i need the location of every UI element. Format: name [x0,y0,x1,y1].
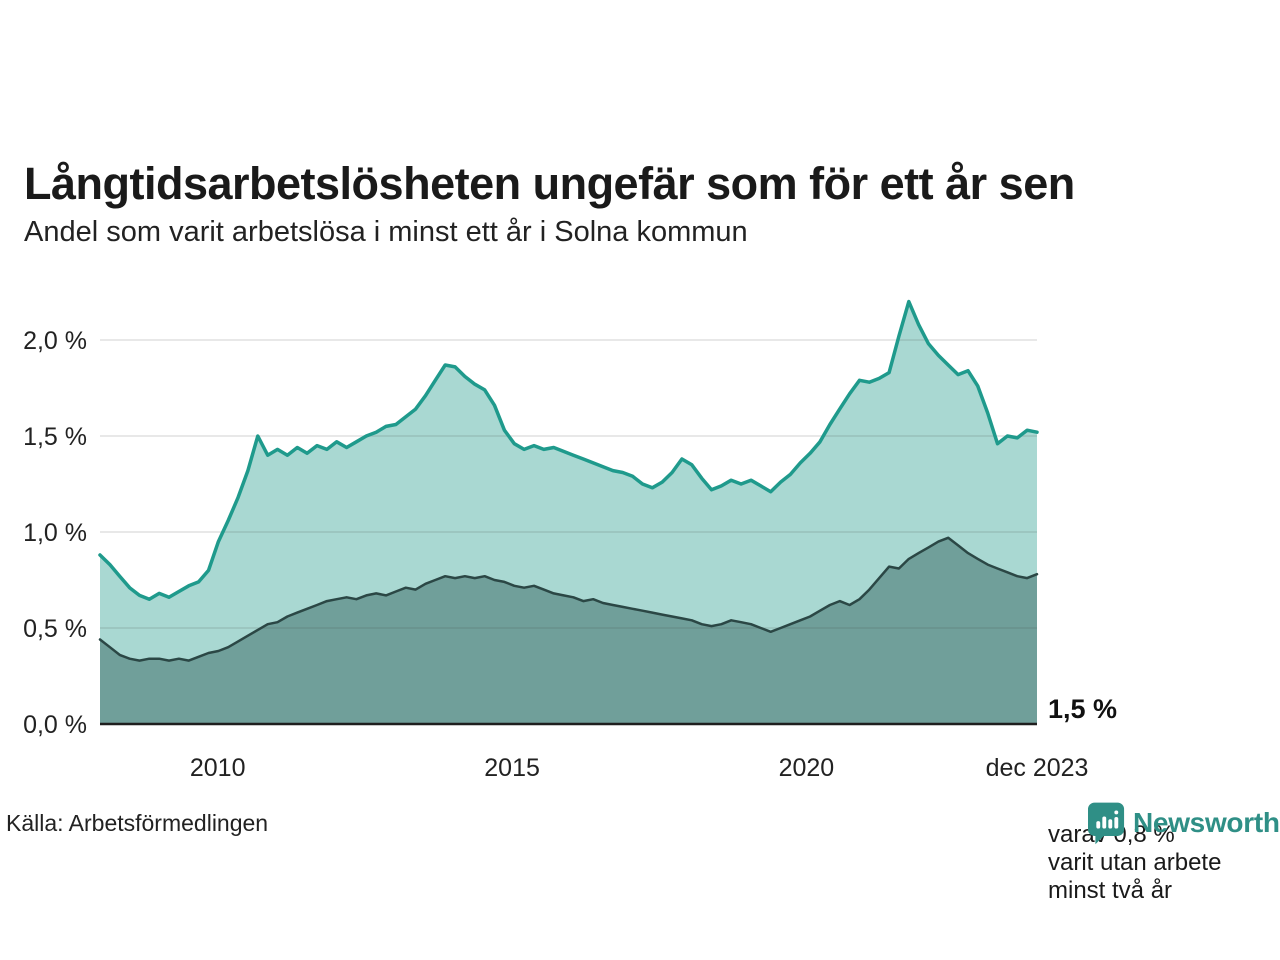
area-chart: 2,0 % 1,5 % 1,0 % 0,5 % 0,0 % 2010 2015 2020 dec… [0,280,1280,904]
line-minst-ett-ar [98,299,1039,601]
area-minst-tva-ar [100,537,1037,724]
page-title: Långtidsarbetslösheten ungefär som för e… [24,158,1075,210]
bar [1102,816,1107,829]
series-note-line: minst två år [1048,877,1173,904]
brand-name: Newsworthy [1133,807,1280,838]
y-tick-label: 0,0 % [23,711,87,739]
y-tick-label: 1,0 % [23,519,87,547]
source-caption: Källa: Arbetsförmedlingen [6,810,269,836]
exclamation-dot [1114,810,1119,815]
x-tick-label: 2015 [484,754,540,782]
bar [1108,819,1113,829]
series-note: varav 0,8 % varit utan arbete minst två … [1048,821,1221,905]
x-tick-label: dec 2023 [986,754,1089,782]
y-tick-label: 2,0 % [23,327,87,355]
chart-canvas: 2,0 % 1,5 % 1,0 % 0,5 % 0,0 % 2010 2015 2020 dec… [23,299,1089,782]
newsworthy-bubble-chart-icon [1088,802,1125,845]
chart-subtitle: Andel som varit arbetslösa i minst ett å… [24,216,748,248]
line-minst-tva-ar [98,536,1039,662]
y-tick-label: 1,5 % [23,423,87,451]
series-note-line: varit utan arbete [1048,849,1222,876]
x-tick-label: 2010 [190,754,246,782]
bar [1096,821,1101,829]
end-value-label: 1,5 % [1048,694,1118,724]
newsworthy-logo: Newsworthy [1088,800,1280,846]
y-tick-label: 0,5 % [23,615,87,643]
x-tick-label: 2020 [779,754,835,782]
exclamation-bar [1114,816,1119,829]
